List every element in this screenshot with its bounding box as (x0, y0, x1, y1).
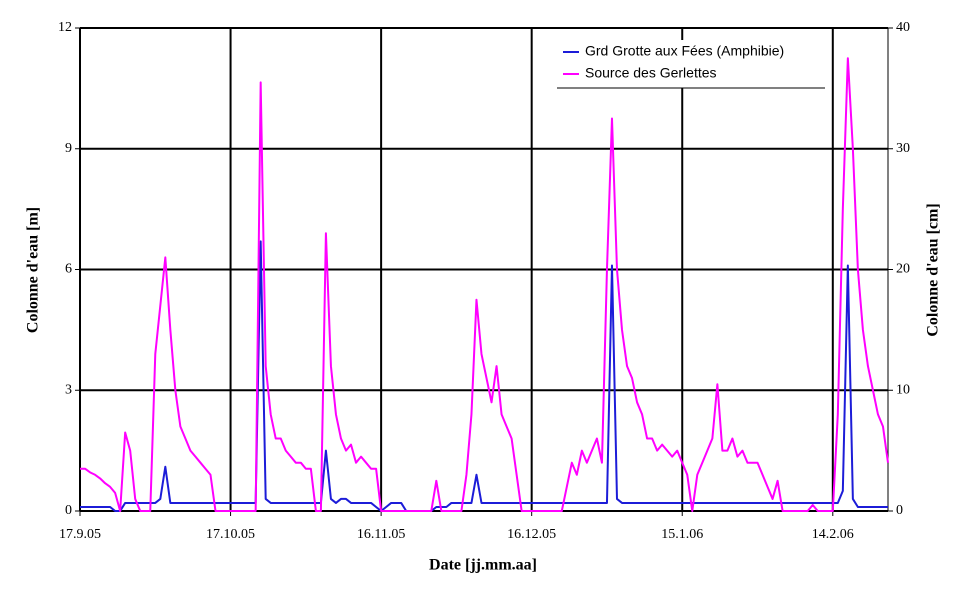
legend-label: Source des Gerlettes (585, 65, 717, 81)
y2-tick-label: 10 (896, 382, 910, 397)
y-tick-label: 9 (65, 141, 72, 156)
y2-tick-label: 20 (896, 262, 910, 277)
legend-label: Grd Grotte aux Fées (Amphibie) (585, 43, 784, 59)
x-tick-label: 16.11.05 (357, 527, 405, 542)
x-tick-label: 15.1.06 (661, 527, 703, 542)
y-tick-label: 12 (58, 20, 72, 35)
y-axis-label: Colonne d'eau [m] (25, 207, 42, 333)
x-tick-label: 17.10.05 (206, 527, 255, 542)
series-line (80, 57, 889, 512)
x-axis-label: Date [jj.mm.aa] (429, 557, 537, 574)
x-tick-label: 17.9.05 (59, 527, 101, 542)
y-tick-label: 0 (65, 503, 72, 518)
y2-tick-label: 40 (896, 20, 910, 35)
y2-axis-label: Colonne d'eau [cm] (925, 203, 942, 336)
x-tick-label: 14.2.06 (812, 527, 854, 542)
y-tick-label: 6 (65, 262, 72, 277)
legend-box (557, 40, 825, 88)
y2-tick-label: 30 (896, 141, 910, 156)
y-tick-label: 3 (65, 382, 72, 397)
x-tick-label: 16.12.05 (507, 527, 556, 542)
y2-tick-label: 0 (896, 503, 903, 518)
